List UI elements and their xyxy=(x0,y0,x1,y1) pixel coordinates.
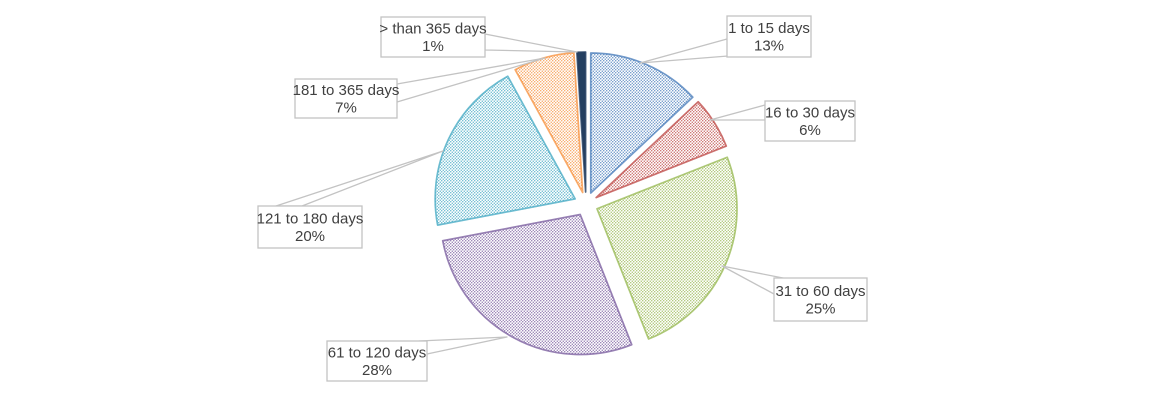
callout-leader-6 xyxy=(484,33,578,53)
callout-label-2: 31 to 60 days xyxy=(775,283,865,300)
callout-label-6: > than 365 days xyxy=(379,21,486,38)
callout-leader-4 xyxy=(275,150,444,207)
callout-value-6: 1% xyxy=(422,38,444,55)
callout-label-5: 181 to 365 days xyxy=(293,82,400,99)
callout-label-1: 16 to 30 days xyxy=(765,105,855,122)
pie-slice-0 xyxy=(589,52,694,194)
callout-label-0: 1 to 15 days xyxy=(728,20,810,37)
pie-slice-4 xyxy=(434,75,576,226)
callout-label-3: 61 to 120 days xyxy=(328,345,426,362)
pie-slice-2 xyxy=(596,156,738,340)
callout-value-0: 13% xyxy=(754,38,784,55)
callout-value-3: 28% xyxy=(362,362,392,379)
callout-leader-3 xyxy=(418,336,508,355)
callout-box-6 xyxy=(380,16,486,58)
callout-box-5 xyxy=(294,78,398,119)
pie-slice-1 xyxy=(595,100,728,199)
callout-leader-1 xyxy=(709,104,766,121)
callout-box-0 xyxy=(726,15,812,58)
callout-box-1 xyxy=(764,100,856,142)
callout-box-2 xyxy=(773,277,868,322)
callout-leader-0 xyxy=(639,38,729,64)
callout-label-4: 121 to 180 days xyxy=(257,211,364,228)
callout-box-4 xyxy=(257,205,363,249)
callout-value-4: 20% xyxy=(295,228,325,245)
pie-slice-3 xyxy=(441,213,633,356)
callout-value-1: 6% xyxy=(799,122,821,139)
callout-box-3 xyxy=(326,340,428,382)
callout-value-2: 25% xyxy=(805,301,835,318)
callout-value-5: 7% xyxy=(335,100,357,117)
